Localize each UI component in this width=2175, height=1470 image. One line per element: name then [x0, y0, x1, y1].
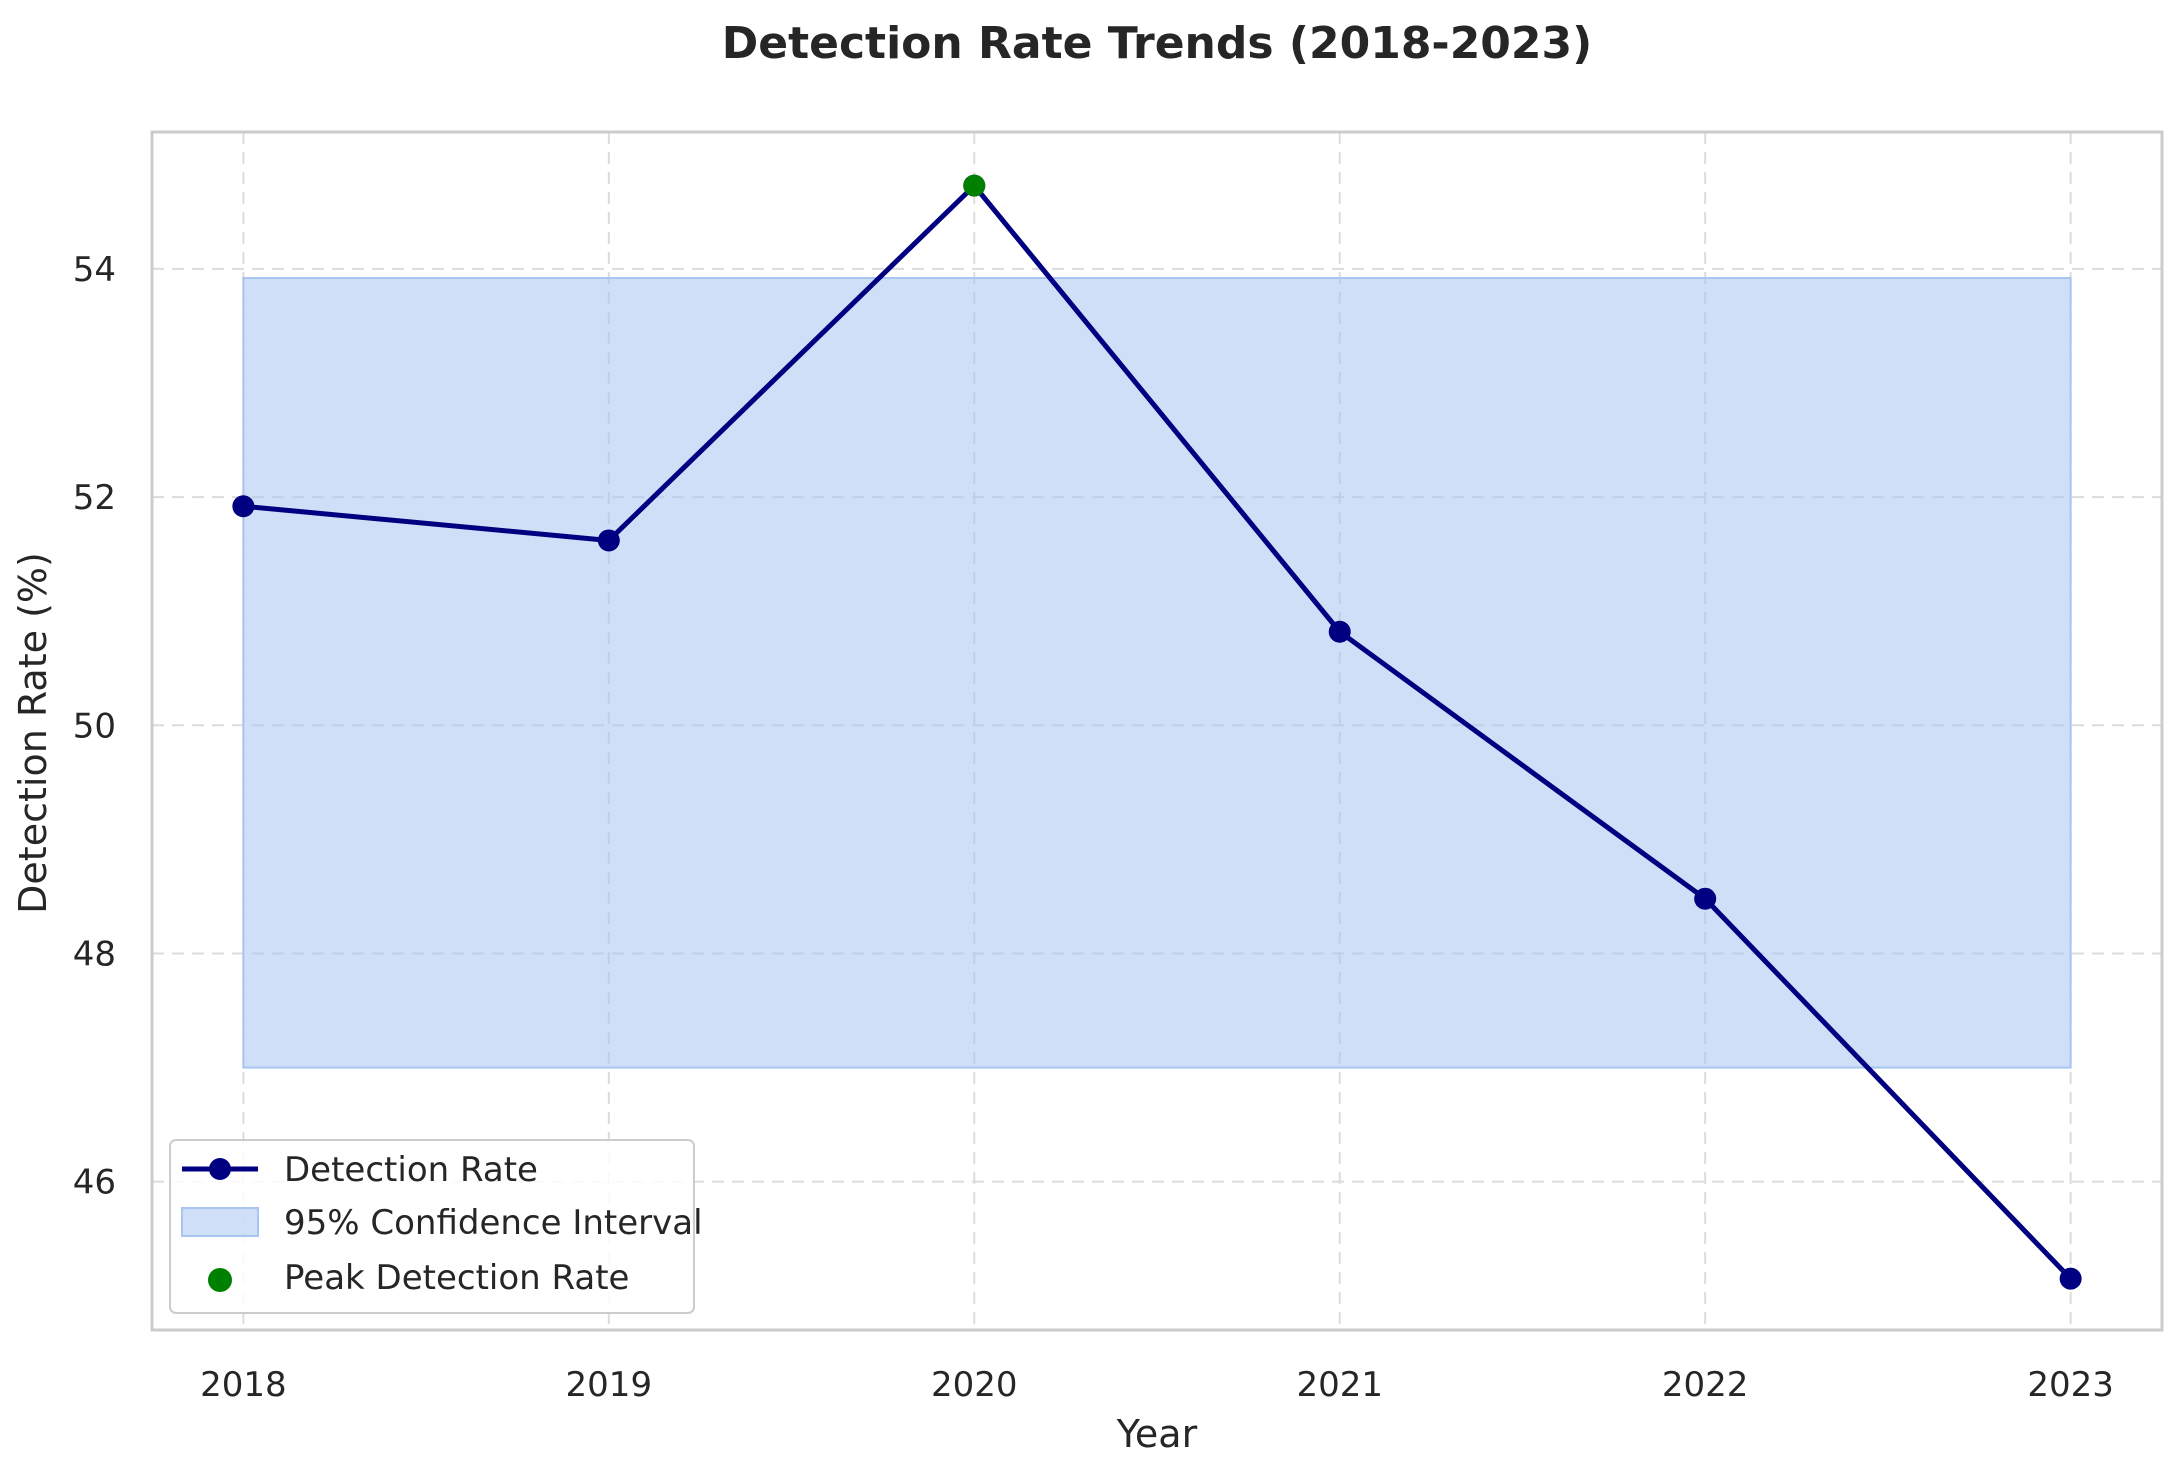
legend-item-confidence-interval: 95% Confidence Interval — [181, 1203, 703, 1243]
x-tick-label-2021: 2021 — [1296, 1365, 1383, 1405]
legend-label-peak-detection-rate: Peak Detection Rate — [284, 1258, 629, 1298]
x-tick-label-2022: 2022 — [1662, 1365, 1749, 1405]
y-tick-label-50: 50 — [73, 706, 116, 746]
plot-frame — [150, 130, 2164, 1332]
y-tick-label-46: 46 — [73, 1163, 116, 1203]
data-point-2021 — [1328, 620, 1351, 643]
legend-label-detection-rate: Detection Rate — [284, 1150, 538, 1190]
data-point-2019 — [597, 529, 620, 552]
x-tick-label-2019: 2019 — [566, 1365, 653, 1405]
y-axis-label: Detection Rate (%) — [11, 552, 55, 914]
detection-rate-line — [240, 183, 2074, 1282]
legend-line-marker — [209, 1158, 231, 1180]
chart-title: Detection Rate Trends (2018-2023) — [722, 18, 1593, 69]
legend-item-peak-detection-rate: Peak Detection Rate — [208, 1258, 629, 1298]
x-tick-label-2020: 2020 — [931, 1365, 1018, 1405]
legend: Detection Rate 95% Confidence Interval P… — [169, 1139, 703, 1314]
x-tick-label-2018: 2018 — [200, 1365, 287, 1405]
data-point-2022 — [1694, 887, 1717, 910]
peak-marker — [963, 174, 986, 197]
legend-frame — [169, 1139, 695, 1314]
legend-label-confidence-interval: 95% Confidence Interval — [284, 1203, 703, 1243]
data-point-2018 — [232, 495, 255, 518]
y-tick-label-54: 54 — [73, 250, 116, 290]
x-tick-label-2023: 2023 — [2027, 1365, 2114, 1405]
legend-ci-swatch — [181, 1207, 259, 1237]
y-tick-label-52: 52 — [73, 478, 116, 518]
x-axis-label: Year — [1116, 1412, 1198, 1456]
data-point-2023 — [2059, 1267, 2082, 1290]
confidence-interval-band — [242, 277, 2072, 1069]
legend-item-detection-rate: Detection Rate — [182, 1150, 538, 1190]
legend-peak-marker — [208, 1268, 232, 1292]
y-tick-label-48: 48 — [73, 934, 116, 974]
